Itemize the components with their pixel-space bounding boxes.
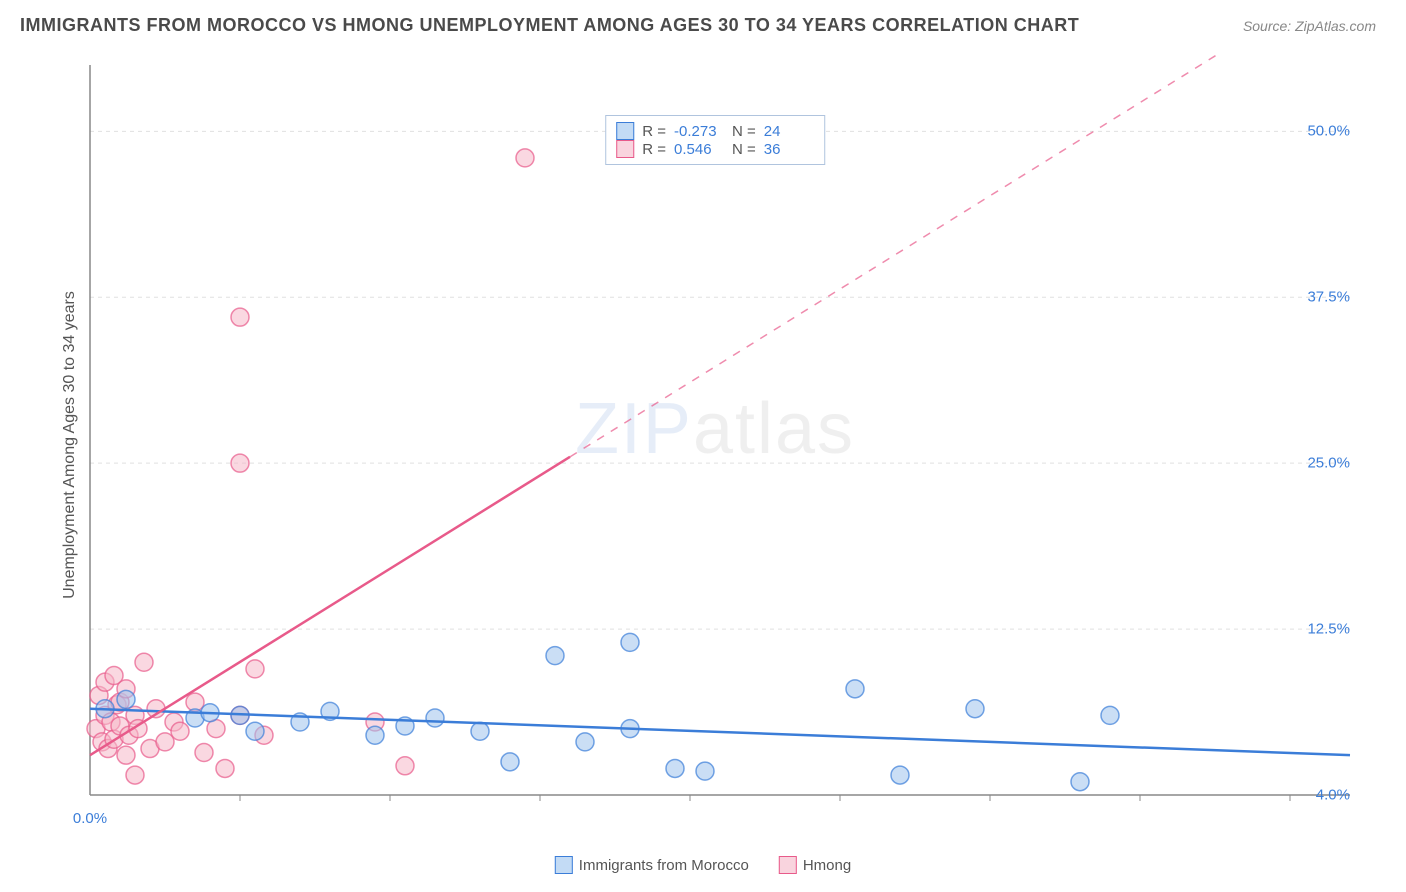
n-value: 24 bbox=[764, 123, 814, 140]
n-label: N = bbox=[732, 141, 756, 158]
n-label: N = bbox=[732, 123, 756, 140]
y-tick-label: 50.0% bbox=[1307, 123, 1350, 140]
legend-swatch bbox=[616, 122, 634, 140]
scatter-plot bbox=[60, 55, 1370, 835]
stats-legend-row: R = 0.546 N = 36 bbox=[616, 140, 814, 158]
legend-item: Immigrants from Morocco bbox=[555, 856, 749, 874]
y-tick-label: 37.5% bbox=[1307, 289, 1350, 306]
r-label: R = bbox=[642, 123, 666, 140]
legend-swatch bbox=[555, 856, 573, 874]
chart-title: IMMIGRANTS FROM MOROCCO VS HMONG UNEMPLO… bbox=[20, 15, 1079, 36]
r-value: 0.546 bbox=[674, 141, 724, 158]
legend-swatch bbox=[779, 856, 797, 874]
legend-item: Hmong bbox=[779, 856, 851, 874]
r-label: R = bbox=[642, 141, 666, 158]
origin-x-label: 0.0% bbox=[73, 810, 107, 827]
y-tick-label: 25.0% bbox=[1307, 455, 1350, 472]
series-legend: Immigrants from Morocco Hmong bbox=[555, 856, 851, 874]
source-attribution: Source: ZipAtlas.com bbox=[1243, 18, 1376, 34]
stats-legend-row: R = -0.273 N = 24 bbox=[616, 122, 814, 140]
chart-area: Unemployment Among Ages 30 to 34 years Z… bbox=[60, 55, 1370, 835]
r-value: -0.273 bbox=[674, 123, 724, 140]
stats-legend: R = -0.273 N = 24 R = 0.546 N = 36 bbox=[605, 115, 825, 165]
legend-label: Hmong bbox=[803, 857, 851, 874]
legend-label: Immigrants from Morocco bbox=[579, 857, 749, 874]
y-tick-label: 12.5% bbox=[1307, 621, 1350, 638]
legend-swatch bbox=[616, 140, 634, 158]
n-value: 36 bbox=[764, 141, 814, 158]
origin-y-label: 4.0% bbox=[1316, 787, 1350, 804]
